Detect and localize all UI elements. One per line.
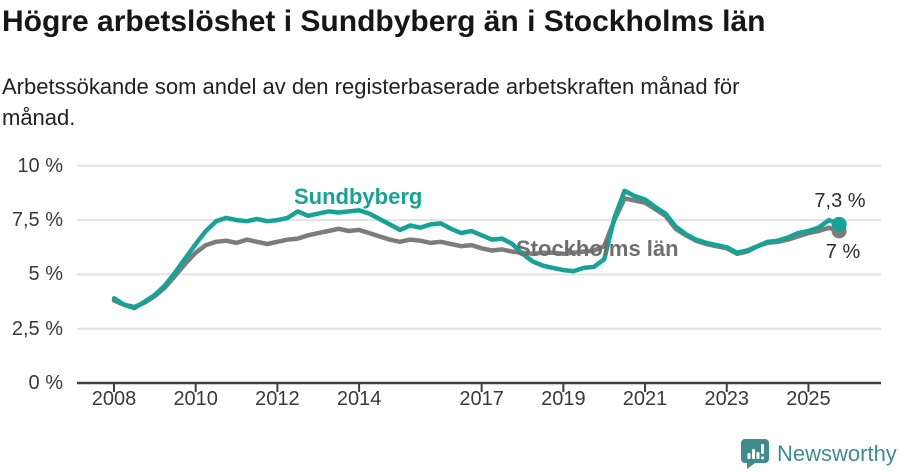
x-axis-label: 2017 bbox=[459, 388, 504, 410]
newsworthy-bar-chart-icon bbox=[741, 439, 769, 469]
y-axis-label: 5 % bbox=[28, 263, 63, 286]
x-axis-label: 2021 bbox=[622, 388, 668, 410]
x-axis-label: 2025 bbox=[786, 388, 831, 410]
value-label-stockholm: 7 % bbox=[825, 241, 861, 263]
y-axis-label: 10 % bbox=[17, 154, 63, 177]
x-axis-label: 2012 bbox=[255, 388, 300, 410]
chart-title: Högre arbetslöshet i Sundbyberg än i Sto… bbox=[2, 5, 766, 38]
y-axis-label: 0 % bbox=[28, 372, 63, 394]
y-axis-label: 2,5 % bbox=[11, 317, 63, 340]
line-series bbox=[111, 188, 842, 311]
chart-subtitle: Arbetssökande som andel av den registerb… bbox=[2, 74, 740, 130]
x-axis-label: 2008 bbox=[91, 388, 137, 410]
series-label-stockholm: Stockholms län bbox=[516, 236, 679, 261]
value-label-sundbyberg: 7,3 % bbox=[814, 190, 866, 212]
series-label-sundbyberg: Sundbyberg bbox=[294, 184, 423, 209]
y-axis-label: 7,5 % bbox=[11, 209, 63, 232]
x-axis-label: 2014 bbox=[336, 388, 382, 410]
newsworthy-logo[interactable]: Newsworthy bbox=[740, 438, 897, 470]
line-series bbox=[111, 196, 842, 310]
x-axis-label: 2023 bbox=[704, 388, 750, 410]
end-dot bbox=[831, 216, 847, 232]
newsworthy-logo-text: Newsworthy bbox=[777, 441, 897, 466]
x-axis-label: 2010 bbox=[173, 388, 218, 410]
x-axis-label: 2019 bbox=[541, 388, 586, 410]
